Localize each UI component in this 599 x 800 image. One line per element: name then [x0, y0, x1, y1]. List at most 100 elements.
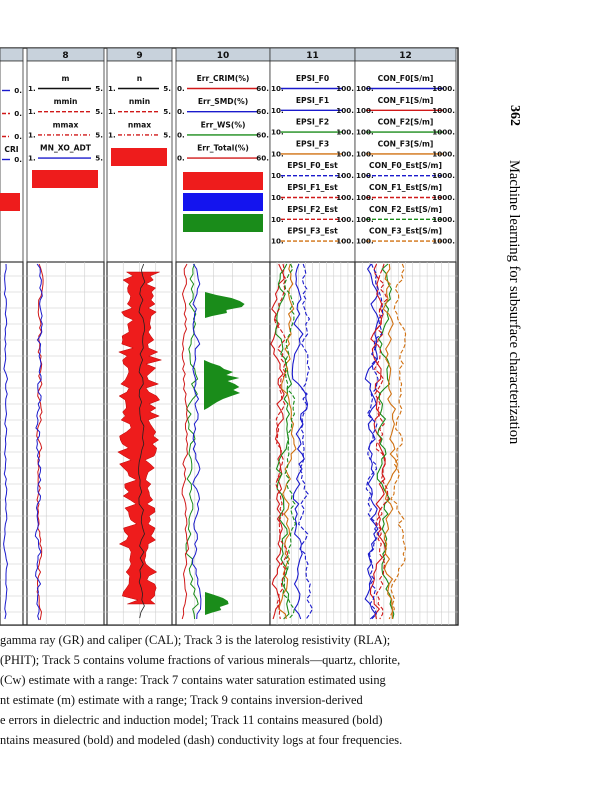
curve-name: mmax [53, 120, 79, 129]
curve-max: 1000. [432, 193, 455, 202]
curve-max: 5. [163, 84, 171, 93]
curve-min: 1. [28, 130, 36, 139]
curve-name: Err_Total(%) [197, 144, 249, 153]
log-curve [291, 263, 309, 620]
curve-max: 60. [256, 107, 269, 116]
curve-min: 100. [356, 84, 374, 93]
track-header [269, 60, 356, 263]
curve-max: 1000. [432, 84, 455, 93]
curve-name: EPSI_F2 [296, 118, 329, 127]
curve-max: 1000. [432, 237, 455, 246]
log-curve [278, 263, 297, 620]
curve-min: 0. [177, 107, 185, 116]
curve-name: MN_XO_ADT [40, 144, 92, 153]
curve-name: CRI [4, 145, 18, 154]
log-curve [382, 263, 398, 620]
curve-min: 10. [271, 237, 284, 246]
track-number: 9 [136, 51, 142, 61]
curve-max: 5. [95, 154, 103, 163]
curve-name: CON_F2_Est[S/m] [369, 205, 442, 214]
fill-swatch [111, 148, 167, 166]
log-curve [34, 263, 43, 621]
log-curve [373, 263, 389, 620]
curve-max: 1000. [432, 215, 455, 224]
curve-max: 1000. [432, 171, 455, 180]
curve-min: 10. [271, 149, 284, 158]
curve-name: CON_F1_Est[S/m] [369, 183, 442, 192]
curve-max: 0. [14, 109, 22, 118]
curve-min: 10. [271, 193, 284, 202]
curve-min: 1. [28, 107, 36, 116]
curve-min: 10. [271, 128, 284, 137]
log-curve [297, 263, 314, 620]
curve-min: 1. [108, 84, 116, 93]
curve-max: 0. [14, 86, 22, 95]
curve-max: 100. [336, 84, 354, 93]
track-body [0, 261, 24, 626]
curve-min: 0. [177, 154, 185, 163]
curve-max: 60. [256, 84, 269, 93]
curve-name: EPSI_F0_Est [287, 161, 338, 170]
fill-swatch [183, 214, 263, 232]
log-curve [181, 263, 190, 620]
curve-max: 100. [336, 215, 354, 224]
curve-min: 100. [356, 237, 374, 246]
curve-name: CON_F0[S/m] [378, 74, 434, 83]
log-curve [282, 263, 297, 620]
fill-area [205, 292, 245, 318]
curve-min: 10. [271, 215, 284, 224]
track-number: 8 [62, 51, 68, 61]
curve-max: 1000. [432, 149, 455, 158]
figure-caption: gamma ray (GR) and caliper (CAL); Track … [0, 630, 490, 750]
curve-min: 0. [177, 84, 185, 93]
curve-name: n [137, 74, 142, 83]
log-curve [364, 263, 380, 620]
curve-max: 5. [163, 107, 171, 116]
curve-min: 10. [271, 106, 284, 115]
track-number-bar [0, 47, 24, 62]
running-head-title: Machine learning for subsurface characte… [506, 160, 522, 445]
track-number: 11 [306, 51, 319, 61]
curve-max: 100. [336, 106, 354, 115]
curve-min: 1. [108, 107, 116, 116]
caption-line: ntains measured (bold) and modeled (dash… [0, 733, 403, 747]
curve-name: EPSI_F1_Est [287, 183, 338, 192]
page-number: 362 [507, 105, 522, 126]
curve-max: 60. [256, 154, 269, 163]
curve-max: 60. [256, 130, 269, 139]
log-curve [388, 263, 407, 620]
curve-name: EPSI_F3 [296, 139, 329, 148]
curve-max: 5. [95, 107, 103, 116]
track-body [175, 261, 271, 626]
curve-min: 100. [356, 215, 374, 224]
curve-max: 100. [336, 237, 354, 246]
curve-max: 100. [336, 128, 354, 137]
curve-min: 1. [28, 84, 36, 93]
track-header [26, 60, 105, 263]
curve-min: 100. [356, 106, 374, 115]
curve-min: 0. [177, 130, 185, 139]
curve-min: 100. [356, 171, 374, 180]
log-curve [138, 263, 146, 619]
fill-swatch [32, 170, 98, 188]
caption-line: nt estimate (m) estimate with a range; T… [0, 693, 363, 707]
fill-area [117, 271, 163, 605]
curve-name: Err_SMD(%) [198, 97, 248, 106]
curve-name: EPSI_F1 [296, 96, 329, 105]
curve-name: EPSI_F3_Est [287, 227, 338, 236]
log-curve [3, 263, 9, 620]
curve-max: 1000. [432, 106, 455, 115]
curve-name: EPSI_F0 [296, 74, 329, 83]
curve-min: 100. [356, 193, 374, 202]
curve-max: 100. [336, 171, 354, 180]
curve-name: Err_CRIM(%) [197, 74, 250, 83]
log-curve [192, 263, 202, 620]
curve-min: 10. [271, 171, 284, 180]
log-curve [365, 263, 384, 620]
log-curve [36, 263, 44, 621]
curve-name: m [62, 74, 70, 83]
curve-max: 5. [163, 130, 171, 139]
fill-swatch [183, 193, 263, 211]
track-header [354, 60, 457, 263]
